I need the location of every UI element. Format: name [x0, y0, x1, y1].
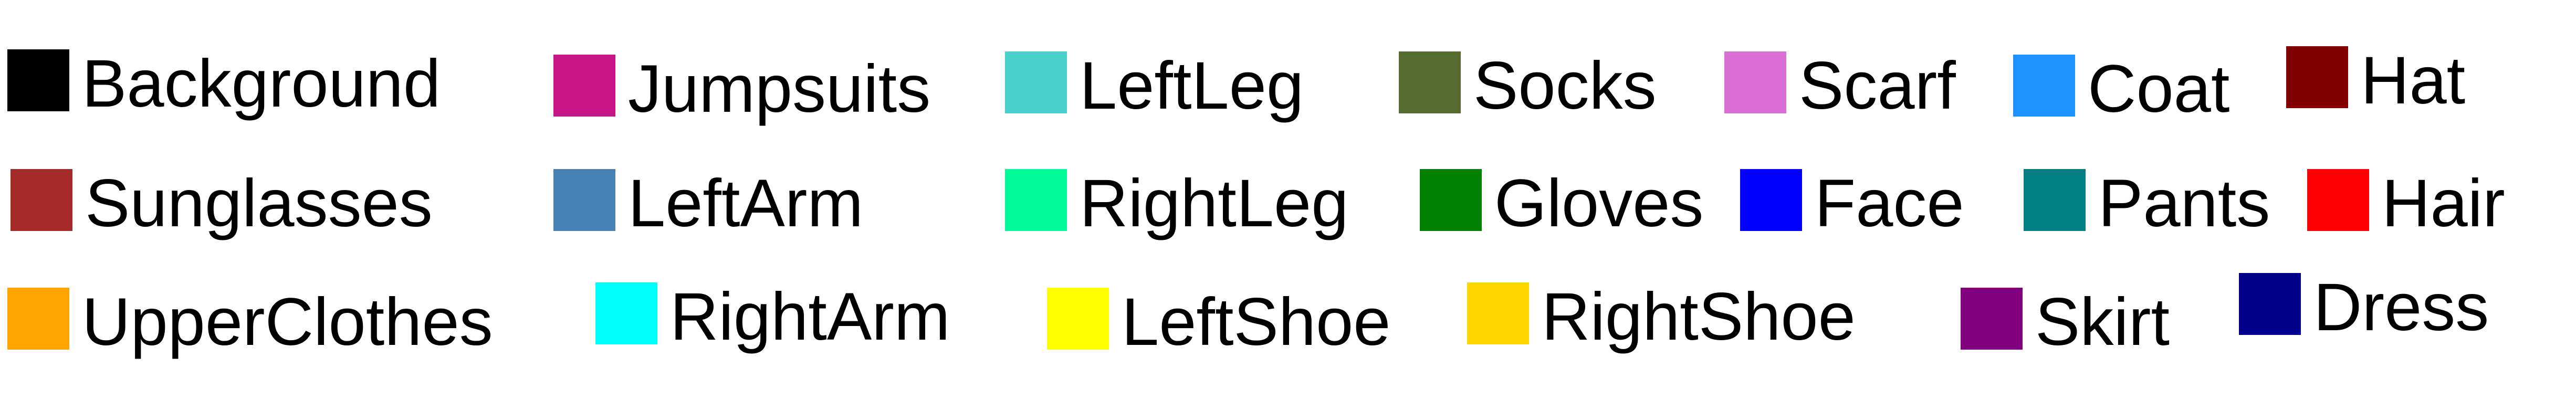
swatch-socks	[1399, 51, 1461, 113]
swatch-rightleg	[1005, 169, 1067, 231]
legend-label-hair: Hair	[2382, 166, 2505, 241]
swatch-coat	[2013, 55, 2075, 117]
swatch-hat	[2286, 46, 2348, 108]
swatch-background	[7, 49, 69, 111]
legend-label-upperclothes: UpperClothes	[82, 285, 493, 360]
legend-label-socks: Socks	[1473, 48, 1657, 123]
swatch-upperclothes	[7, 288, 69, 350]
swatch-gloves	[1420, 169, 1482, 231]
swatch-leftleg	[1005, 51, 1067, 113]
legend-label-pants: Pants	[2098, 166, 2270, 241]
swatch-skirt	[1961, 288, 2023, 350]
legend-label-dress: Dress	[2313, 270, 2489, 345]
legend-label-scarf: Scarf	[1799, 48, 1956, 123]
swatch-hair	[2307, 169, 2369, 231]
legend-label-leftleg: LeftLeg	[1080, 48, 1304, 123]
swatch-scarf	[1724, 51, 1786, 113]
swatch-leftarm	[553, 169, 615, 231]
legend-label-background: Background	[82, 46, 441, 121]
legend-label-skirt: Skirt	[2035, 285, 2170, 360]
legend-label-hat: Hat	[2361, 43, 2466, 118]
swatch-rightarm	[595, 282, 657, 344]
legend-label-jumpsuits: Jumpsuits	[628, 51, 931, 127]
swatch-leftshoe	[1047, 288, 1109, 350]
swatch-dress	[2239, 273, 2301, 335]
legend-label-rightleg: RightLeg	[1080, 166, 1349, 241]
legend-label-rightarm: RightArm	[670, 279, 950, 354]
swatch-jumpsuits	[553, 55, 615, 117]
swatch-rightshoe	[1467, 282, 1529, 344]
swatch-sunglasses	[11, 169, 72, 231]
legend-label-rightshoe: RightShoe	[1542, 279, 1856, 354]
swatch-face	[1740, 169, 1802, 231]
legend-label-coat: Coat	[2088, 51, 2230, 127]
legend-label-leftarm: LeftArm	[628, 166, 864, 241]
legend-label-sunglasses: Sunglasses	[85, 166, 433, 241]
legend-label-face: Face	[1815, 166, 1964, 241]
swatch-pants	[2024, 169, 2086, 231]
legend-label-leftshoe: LeftShoe	[1122, 285, 1391, 360]
legend-label-gloves: Gloves	[1494, 166, 1704, 241]
